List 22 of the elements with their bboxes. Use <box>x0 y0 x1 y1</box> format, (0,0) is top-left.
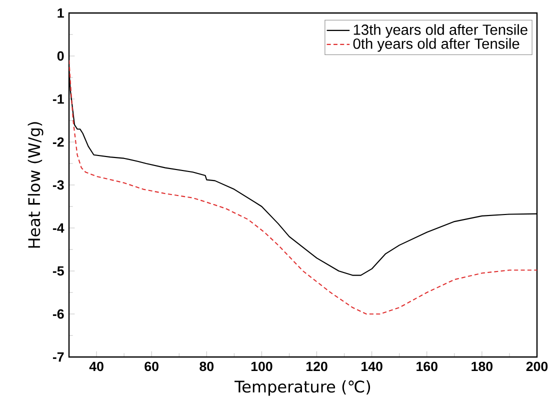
x-tick-label: 40 <box>89 362 104 372</box>
y-tick-label: 1 <box>58 8 64 18</box>
x-axis-title: Temperature (℃) <box>234 380 370 396</box>
x-tick-label: 200 <box>526 362 548 372</box>
x-tick-label: 180 <box>472 362 493 372</box>
y-tick-label: -2 <box>52 137 64 147</box>
y-tick-label: 0 <box>57 51 64 61</box>
x-tick-label: 140 <box>362 362 382 372</box>
y-tick-label: -1 <box>52 94 64 104</box>
x-tick-label: 160 <box>416 362 438 372</box>
y-tick-label: -3 <box>52 180 64 190</box>
y-tick-label: -4 <box>52 223 64 233</box>
x-tick-label: 60 <box>144 362 158 372</box>
x-tick-label: 120 <box>306 362 328 372</box>
x-tick-label: 80 <box>200 362 214 372</box>
legend-label: 0th years old after Tensile <box>353 38 520 52</box>
y-tick-label: -7 <box>52 352 64 362</box>
y-axis-title: Heat Flow (W/g) <box>28 122 44 248</box>
y-tick-label: -5 <box>52 266 64 276</box>
legend-label: 13th years old after Tensile <box>354 24 528 38</box>
x-tick-label: 100 <box>251 362 272 372</box>
y-tick-label: -6 <box>52 309 64 319</box>
